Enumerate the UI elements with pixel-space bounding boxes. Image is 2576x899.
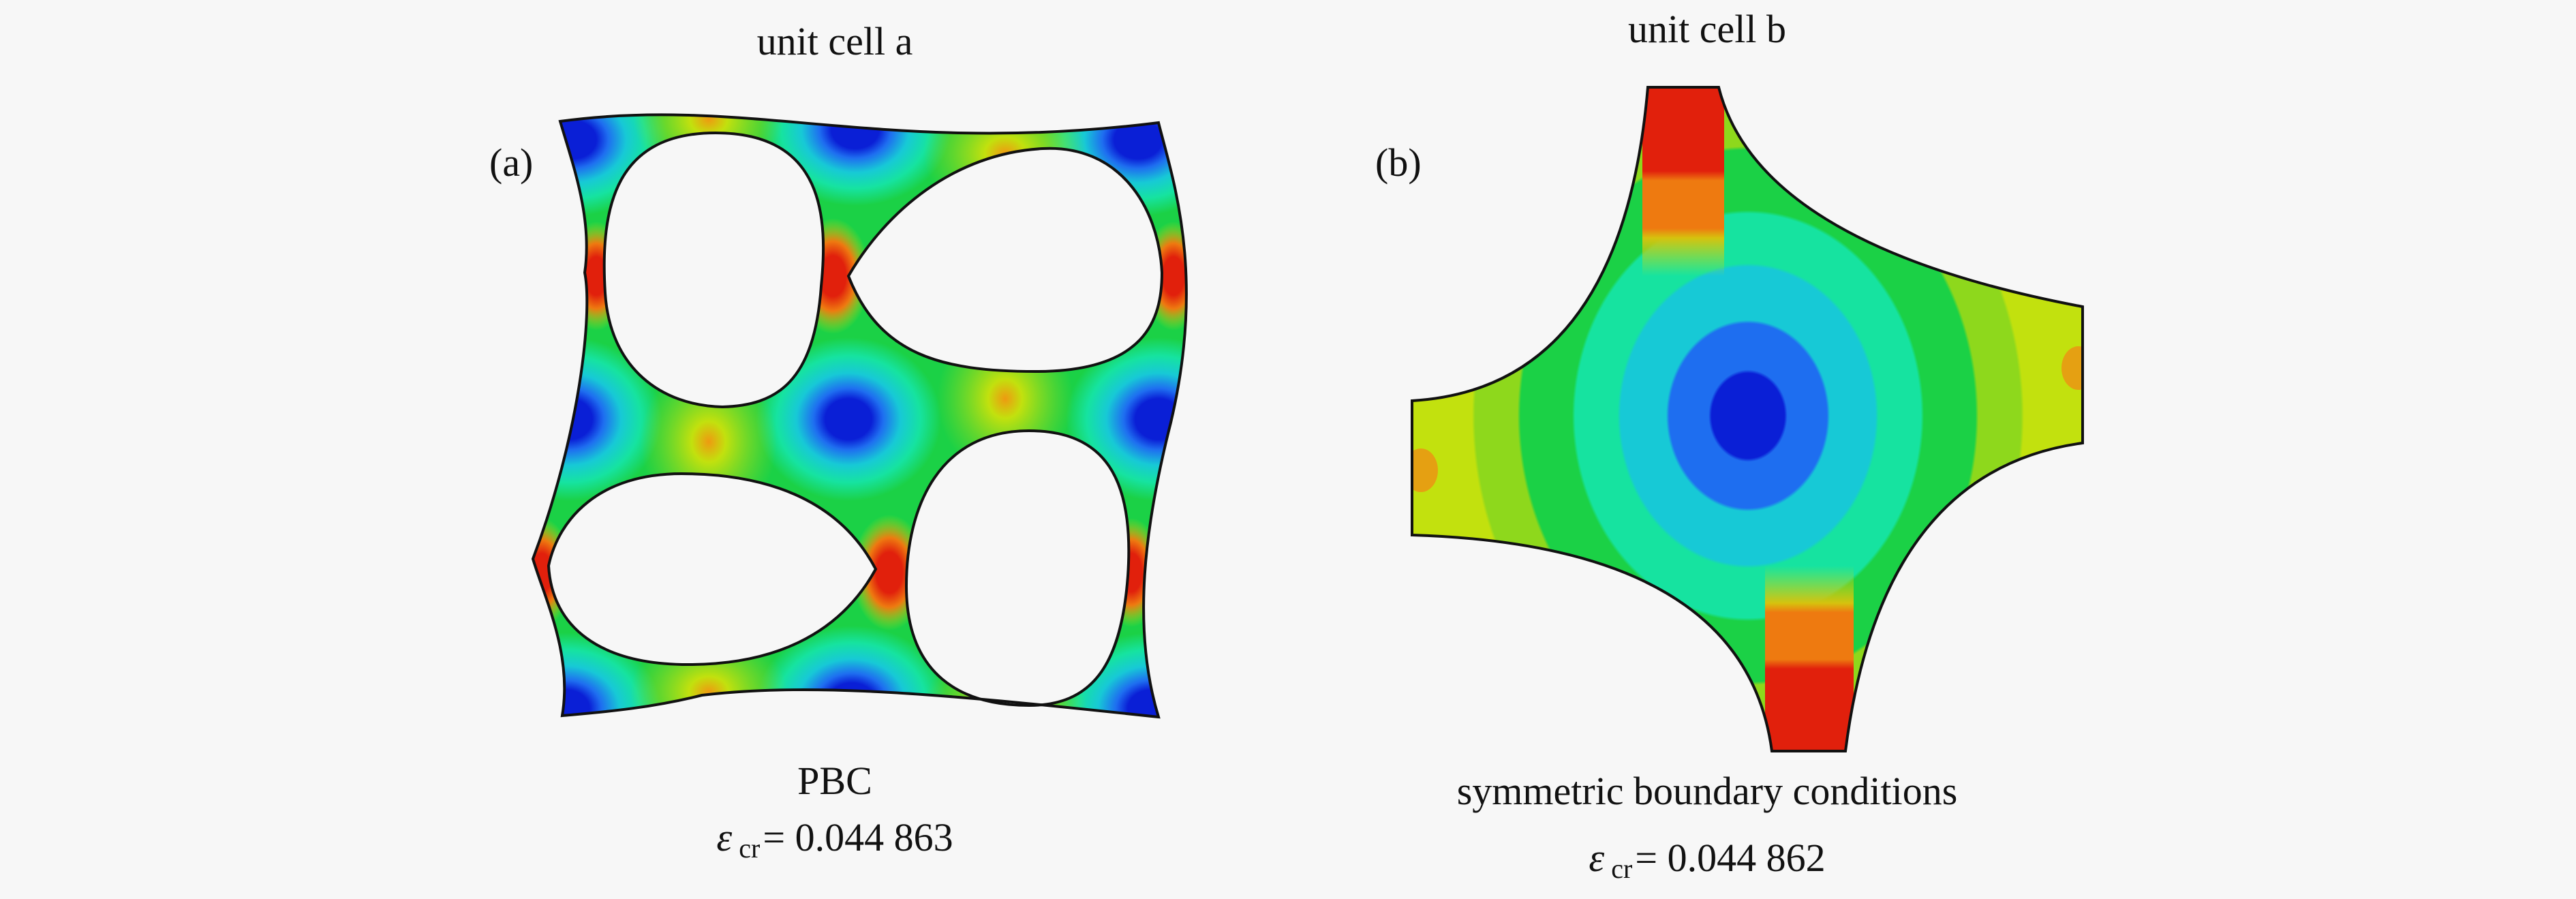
unit-cell-a-outline [531, 113, 1188, 719]
panel-a-label: (a) [489, 140, 533, 185]
panel-b-eps-symbol: ε [1589, 836, 1604, 880]
panel-b-label: (b) [1375, 140, 1422, 185]
panel-b-eps-value: = 0.044 862 [1635, 836, 1825, 880]
hole-top-right [846, 147, 1164, 374]
panel-b: unit cell b (b) symmetric boundary condi… [1375, 7, 2084, 884]
panel-a: unit cell a (a) [489, 19, 1188, 864]
hole-top-left [602, 131, 825, 409]
panel-a-eps-value: = 0.044 863 [763, 815, 953, 859]
panel-a-boundary: PBC [797, 759, 872, 803]
unit-cell-b-outline [1411, 86, 2084, 752]
panel-b-title: unit cell b [1628, 7, 1786, 51]
panel-b-boundary: symmetric boundary conditions [1457, 769, 1958, 813]
panel-a-eps-subscript: cr [739, 833, 760, 864]
panel-b-eps-subscript: cr [1611, 853, 1632, 884]
panel-a-title: unit cell a [757, 19, 913, 63]
unit-cell-b-contour [1412, 87, 2083, 751]
panel-a-critical-strain: ε cr= 0.044 863 [716, 815, 953, 864]
panel-b-critical-strain: ε cr= 0.044 862 [1589, 836, 1825, 884]
panel-a-eps-symbol: ε [716, 815, 732, 859]
hole-bottom-right [904, 429, 1131, 707]
hole-bottom-left [547, 472, 878, 667]
